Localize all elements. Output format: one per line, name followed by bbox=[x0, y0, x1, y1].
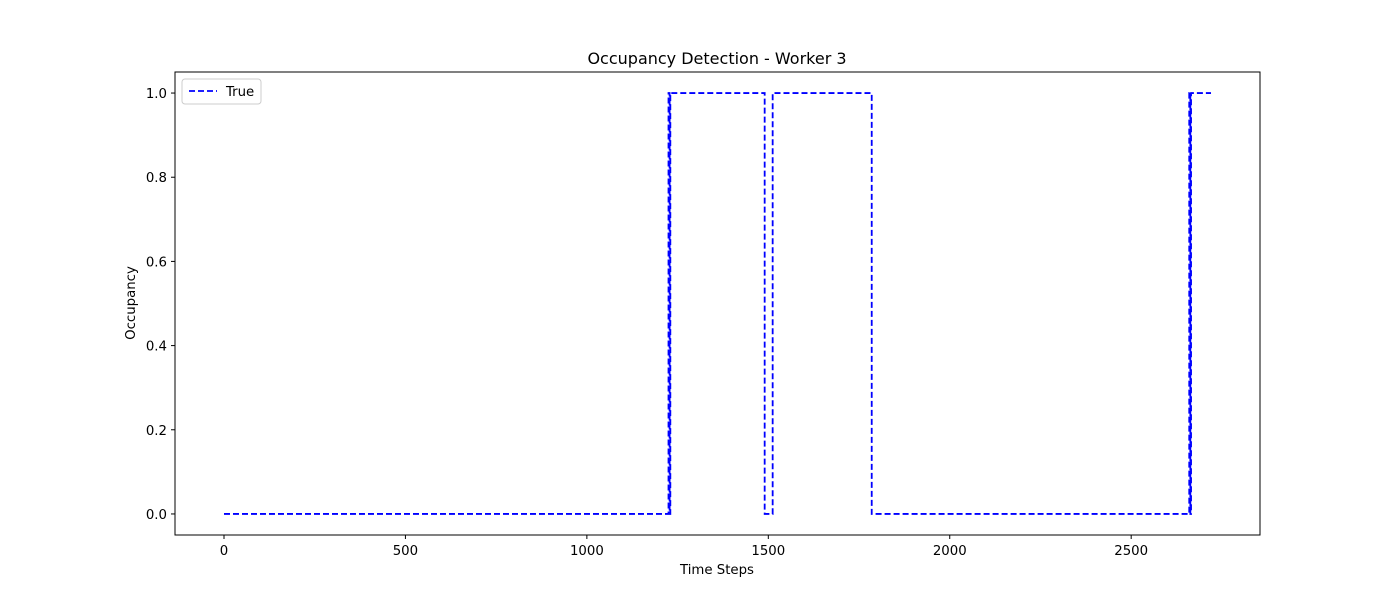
chart-title: Occupancy Detection - Worker 3 bbox=[587, 49, 846, 68]
x-tick-label: 500 bbox=[393, 544, 418, 559]
x-tick-label: 2500 bbox=[1114, 544, 1148, 559]
plot-frame bbox=[174, 71, 1261, 536]
x-axis-label: Time Steps bbox=[679, 563, 754, 578]
y-tick-label: 0.6 bbox=[146, 255, 167, 270]
legend: True bbox=[181, 78, 262, 105]
x-axis-ticks: 0 500 1000 1500 2000 2500 bbox=[220, 535, 1148, 559]
y-axis-label: Occupancy bbox=[124, 266, 139, 340]
plot-area bbox=[174, 71, 1261, 536]
legend-label: True bbox=[225, 85, 254, 100]
x-tick-label: 1000 bbox=[570, 544, 604, 559]
series-line-true bbox=[223, 92, 1212, 515]
y-tick-label: 0.8 bbox=[146, 171, 167, 186]
legend-box bbox=[181, 78, 262, 105]
x-tick-label: 2000 bbox=[933, 544, 967, 559]
x-tick-label: 1500 bbox=[751, 544, 785, 559]
y-tick-label: 0.0 bbox=[146, 508, 167, 523]
y-tick-label: 0.2 bbox=[146, 424, 167, 439]
y-tick-label: 0.4 bbox=[146, 340, 167, 355]
y-tick-label: 1.0 bbox=[146, 87, 167, 102]
y-axis-ticks: 0.0 0.2 0.4 0.6 0.8 1.0 bbox=[146, 87, 175, 523]
x-tick-label: 0 bbox=[220, 544, 228, 559]
